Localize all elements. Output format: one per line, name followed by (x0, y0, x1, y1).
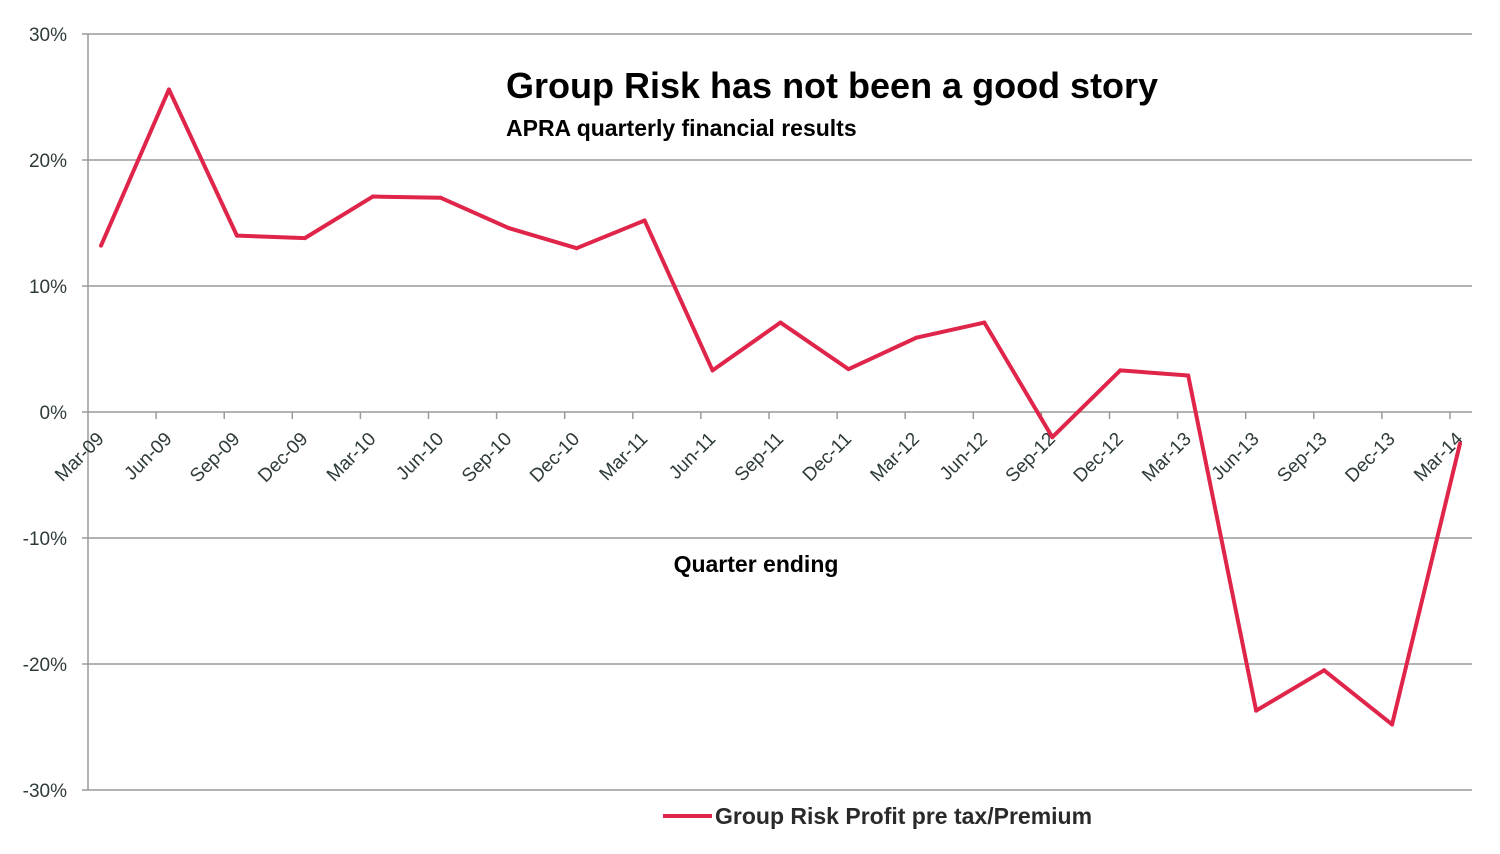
data-point (982, 320, 987, 325)
y-tick-label: -30% (23, 781, 67, 802)
data-point (1322, 668, 1327, 673)
x-tick-label: Dec-10 (526, 429, 584, 487)
x-tick-label: Jun-11 (665, 429, 720, 484)
data-point (710, 368, 715, 373)
x-tick-label: Jun-13 (1208, 429, 1264, 485)
y-tick-label: -20% (23, 655, 67, 676)
data-point (846, 367, 851, 372)
x-tick-label: Sep-13 (1273, 429, 1331, 487)
data-point (1254, 708, 1259, 713)
gridlines (87, 33, 1472, 791)
data-point (438, 195, 443, 200)
x-tick-label: Dec-09 (254, 429, 312, 487)
data-point (99, 243, 103, 248)
series-layer (99, 87, 1462, 727)
x-tick-label: Jun-09 (121, 429, 177, 485)
data-point (914, 335, 919, 340)
y-tick-label: 20% (29, 151, 67, 172)
y-axis: 30% 20% 10% 0% -10% -20% -30% (23, 25, 88, 802)
chart-subtitle: APRA quarterly financial results (506, 115, 857, 141)
x-tick-label: Dec-11 (799, 429, 856, 486)
x-axis: Mar-09 Jun-09 Sep-09 Dec-09 Mar-10 Jun-10 Sep-… (51, 412, 1468, 487)
x-tick-label: Jun-12 (936, 429, 992, 485)
x-tick-label: Dec-12 (1070, 429, 1128, 487)
x-tick-label: Mar-11 (596, 429, 652, 485)
y-tick-label: 30% (29, 25, 67, 46)
x-tick-label: Mar-09 (51, 429, 108, 486)
data-point (1186, 373, 1191, 378)
x-tick-label: Mar-13 (1138, 429, 1195, 486)
x-tick-label: Mar-12 (867, 429, 924, 486)
data-point (1050, 435, 1055, 440)
y-tick-label: 0% (40, 403, 68, 424)
data-point (302, 236, 307, 241)
x-tick-label: Jun-10 (392, 429, 448, 485)
x-tick-label: Sep-09 (186, 429, 244, 487)
data-point (642, 218, 647, 223)
legend: Group Risk Profit pre tax/Premium (663, 803, 1092, 829)
x-tick-label: Sep-10 (458, 429, 516, 487)
data-point (166, 87, 171, 92)
y-tick-label: 10% (29, 277, 67, 298)
data-point (506, 226, 511, 231)
data-point (370, 194, 375, 199)
data-point (574, 246, 579, 251)
legend-label: Group Risk Profit pre tax/Premium (715, 803, 1092, 829)
x-tick-label: Mar-14 (1410, 428, 1468, 486)
y-tick-label: -10% (23, 529, 67, 550)
x-tick-label: Sep-11 (731, 429, 788, 486)
data-point (234, 233, 239, 238)
series-line (99, 87, 1462, 727)
x-axis-label: Quarter ending (674, 551, 839, 577)
x-tick-label: Dec-13 (1341, 429, 1399, 487)
data-point (1390, 722, 1395, 727)
data-point (778, 320, 783, 325)
data-point (1118, 368, 1123, 373)
data-point (1458, 441, 1462, 446)
x-tick-label: Mar-10 (323, 429, 380, 486)
chart-title: Group Risk has not been a good story (506, 65, 1158, 106)
